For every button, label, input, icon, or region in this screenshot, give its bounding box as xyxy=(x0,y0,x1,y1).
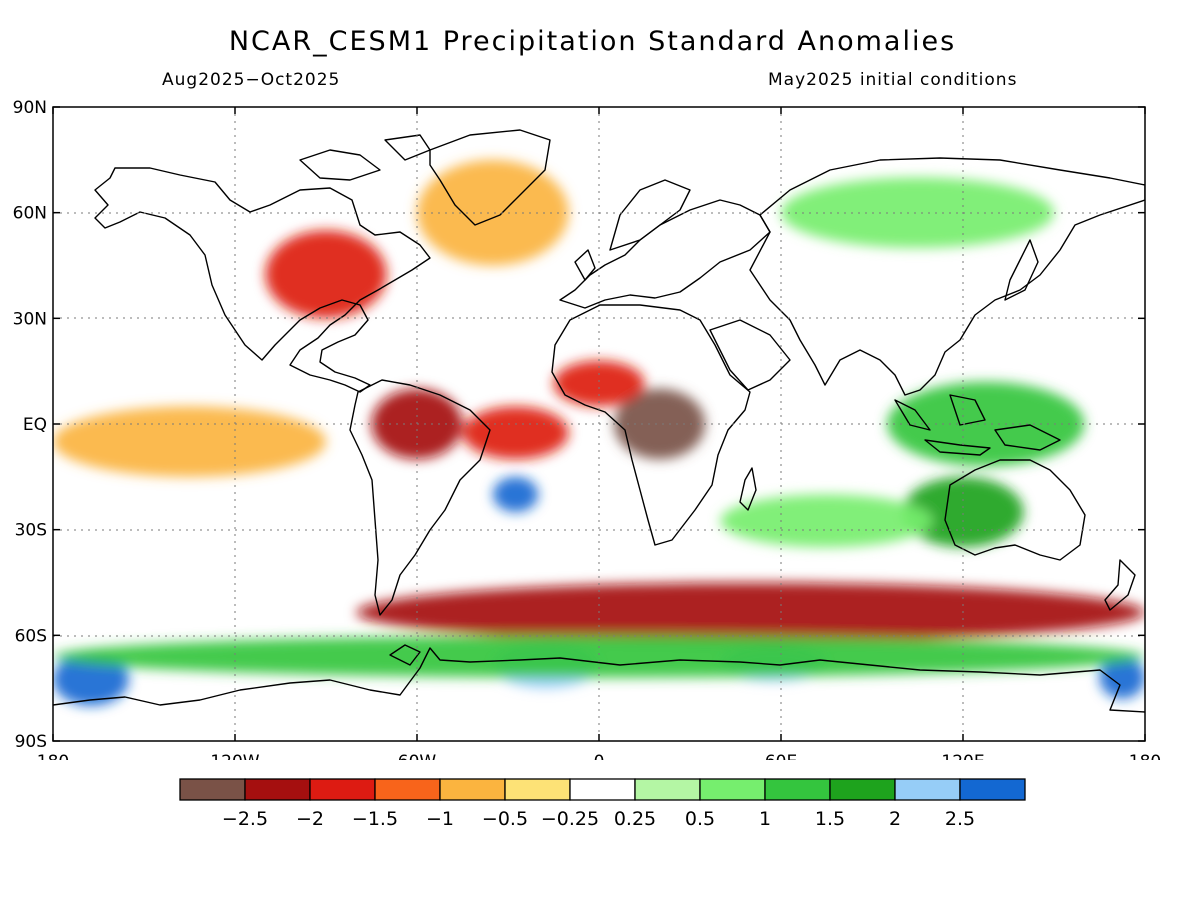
lon-label: 0 xyxy=(594,752,605,760)
valid-period-label: Aug2025−Oct2025 xyxy=(162,70,341,90)
lon-label: 120W xyxy=(210,752,259,760)
init-conditions-label: May2025 initial conditions xyxy=(768,70,1018,90)
colorbar-label: −0.5 xyxy=(482,808,528,830)
colorbar-label: −2 xyxy=(296,808,324,830)
anomaly-region xyxy=(1099,656,1145,699)
anomaly-region xyxy=(720,494,933,548)
colorbar-swatch xyxy=(179,778,246,801)
anomaly-region xyxy=(553,360,645,407)
colorbar-label: 2.5 xyxy=(945,808,975,830)
colorbar-label: −1 xyxy=(426,808,454,830)
colorbar-swatch xyxy=(309,778,376,801)
colorbar-swatch xyxy=(959,778,1026,801)
lat-label: 60N xyxy=(13,204,47,224)
coastlines xyxy=(53,129,1145,713)
colorbar-swatch xyxy=(439,778,506,801)
lon-label: 60W xyxy=(398,752,437,760)
lat-label: 90N xyxy=(13,98,47,118)
lat-label: 30N xyxy=(13,309,47,329)
anomaly-map: 90N 60N 30N EQ 30S 60S 90S 180 120W 60W 0 60E 120E 1… xyxy=(13,98,1162,760)
colorbar-swatch xyxy=(894,778,961,801)
colorbar-swatch xyxy=(569,778,636,801)
colorbar-swatch xyxy=(829,778,896,801)
colorbar-swatch xyxy=(634,778,701,801)
lon-label: 180 xyxy=(1129,752,1161,760)
colorbar-swatch xyxy=(374,778,441,801)
anomaly-region xyxy=(417,159,569,266)
anomaly-region xyxy=(53,635,1145,678)
anomaly-region xyxy=(614,388,706,460)
colorbar-swatch xyxy=(764,778,831,801)
lon-label: 60E xyxy=(765,752,797,760)
colorbar-label: −0.25 xyxy=(541,808,599,830)
lat-label: 90S xyxy=(15,732,47,752)
lat-label: 30S xyxy=(15,521,47,541)
colorbar-label: 0.25 xyxy=(614,808,656,830)
lat-label: EQ xyxy=(23,415,47,435)
anomaly-region xyxy=(53,406,326,477)
colorbar-label: −2.5 xyxy=(222,808,268,830)
colorbar-swatch xyxy=(244,778,311,801)
anomaly-region xyxy=(53,652,129,706)
colorbar-label: 1.5 xyxy=(815,808,845,830)
colorbar-swatch xyxy=(699,778,766,801)
anomaly-region xyxy=(265,230,387,319)
anomaly-region xyxy=(492,476,539,513)
colorbar-label: 1 xyxy=(759,808,771,830)
anomaly-field xyxy=(53,107,1145,741)
anomaly-region xyxy=(781,177,1054,248)
anomaly-region xyxy=(356,582,1145,643)
colorbar-swatch xyxy=(504,778,571,801)
lat-label: 60S xyxy=(15,626,47,646)
map-title: NCAR_CESM1 Precipitation Standard Anomal… xyxy=(228,26,957,57)
colorbar-label: 0.5 xyxy=(685,808,715,830)
anomaly-region xyxy=(462,406,569,460)
lon-label: 120E xyxy=(941,752,984,760)
colorbar-label: 2 xyxy=(889,808,901,830)
lon-label: 180 xyxy=(37,752,69,760)
colorbar-label: −1.5 xyxy=(352,808,398,830)
anomaly-region xyxy=(902,476,1024,548)
